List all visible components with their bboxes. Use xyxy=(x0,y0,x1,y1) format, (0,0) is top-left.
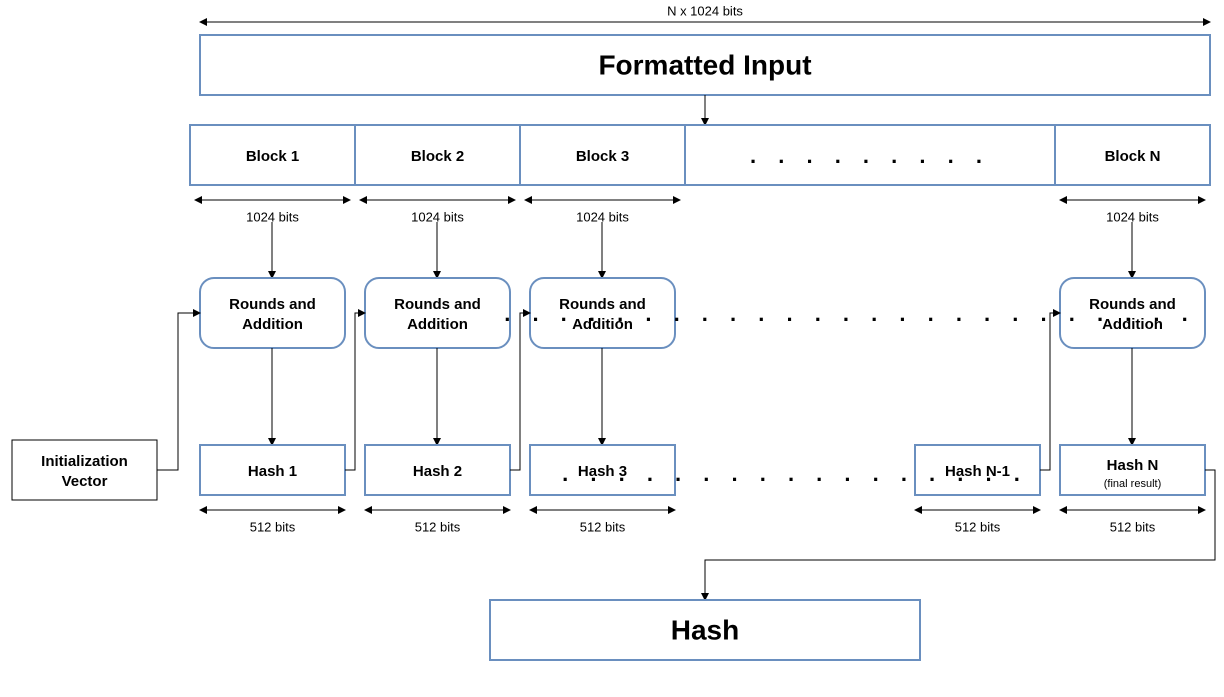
blocks-ellipsis: . . . . . . . . . xyxy=(750,143,990,168)
svg-text:1024 bits: 1024 bits xyxy=(576,209,629,224)
svg-text:512 bits: 512 bits xyxy=(415,519,461,534)
svg-text:Rounds and: Rounds and xyxy=(394,296,481,313)
hash-label: Hash 1 xyxy=(248,463,297,480)
svg-text:1024 bits: 1024 bits xyxy=(411,209,464,224)
rounds-box xyxy=(200,278,345,348)
svg-text:512 bits: 512 bits xyxy=(580,519,626,534)
svg-text:512 bits: 512 bits xyxy=(955,519,1001,534)
svg-text:Initialization: Initialization xyxy=(41,453,128,470)
svg-text:1024 bits: 1024 bits xyxy=(1106,209,1159,224)
svg-text:Addition: Addition xyxy=(407,316,468,333)
final-hash-label: Hash xyxy=(671,614,739,645)
svg-text:Vector: Vector xyxy=(62,473,108,490)
formatted-input-label: Formatted Input xyxy=(598,49,811,80)
hash-label: Hash 2 xyxy=(413,463,462,480)
svg-text:N x 1024 bits: N x 1024 bits xyxy=(667,3,743,18)
svg-text:512 bits: 512 bits xyxy=(250,519,296,534)
svg-text:1024 bits: 1024 bits xyxy=(246,209,299,224)
block-label: Block 1 xyxy=(246,148,299,165)
block-label: Block 3 xyxy=(576,148,629,165)
hashes-ellipsis: . . . . . . . . . . . . . . . . . xyxy=(562,461,1028,486)
block-label: Block 2 xyxy=(411,148,464,165)
svg-text:512 bits: 512 bits xyxy=(1110,519,1156,534)
svg-text:Addition: Addition xyxy=(242,316,303,333)
hash-label: Hash N xyxy=(1107,457,1159,474)
rounds-box xyxy=(365,278,510,348)
svg-text:Rounds and: Rounds and xyxy=(229,296,316,313)
init-vector-box xyxy=(12,440,157,500)
hash-sublabel: (final result) xyxy=(1104,478,1161,490)
block-label: Block N xyxy=(1105,148,1161,165)
rounds-ellipsis: . . . . . . . . . . . . . . . . . . . . … xyxy=(504,301,1196,326)
